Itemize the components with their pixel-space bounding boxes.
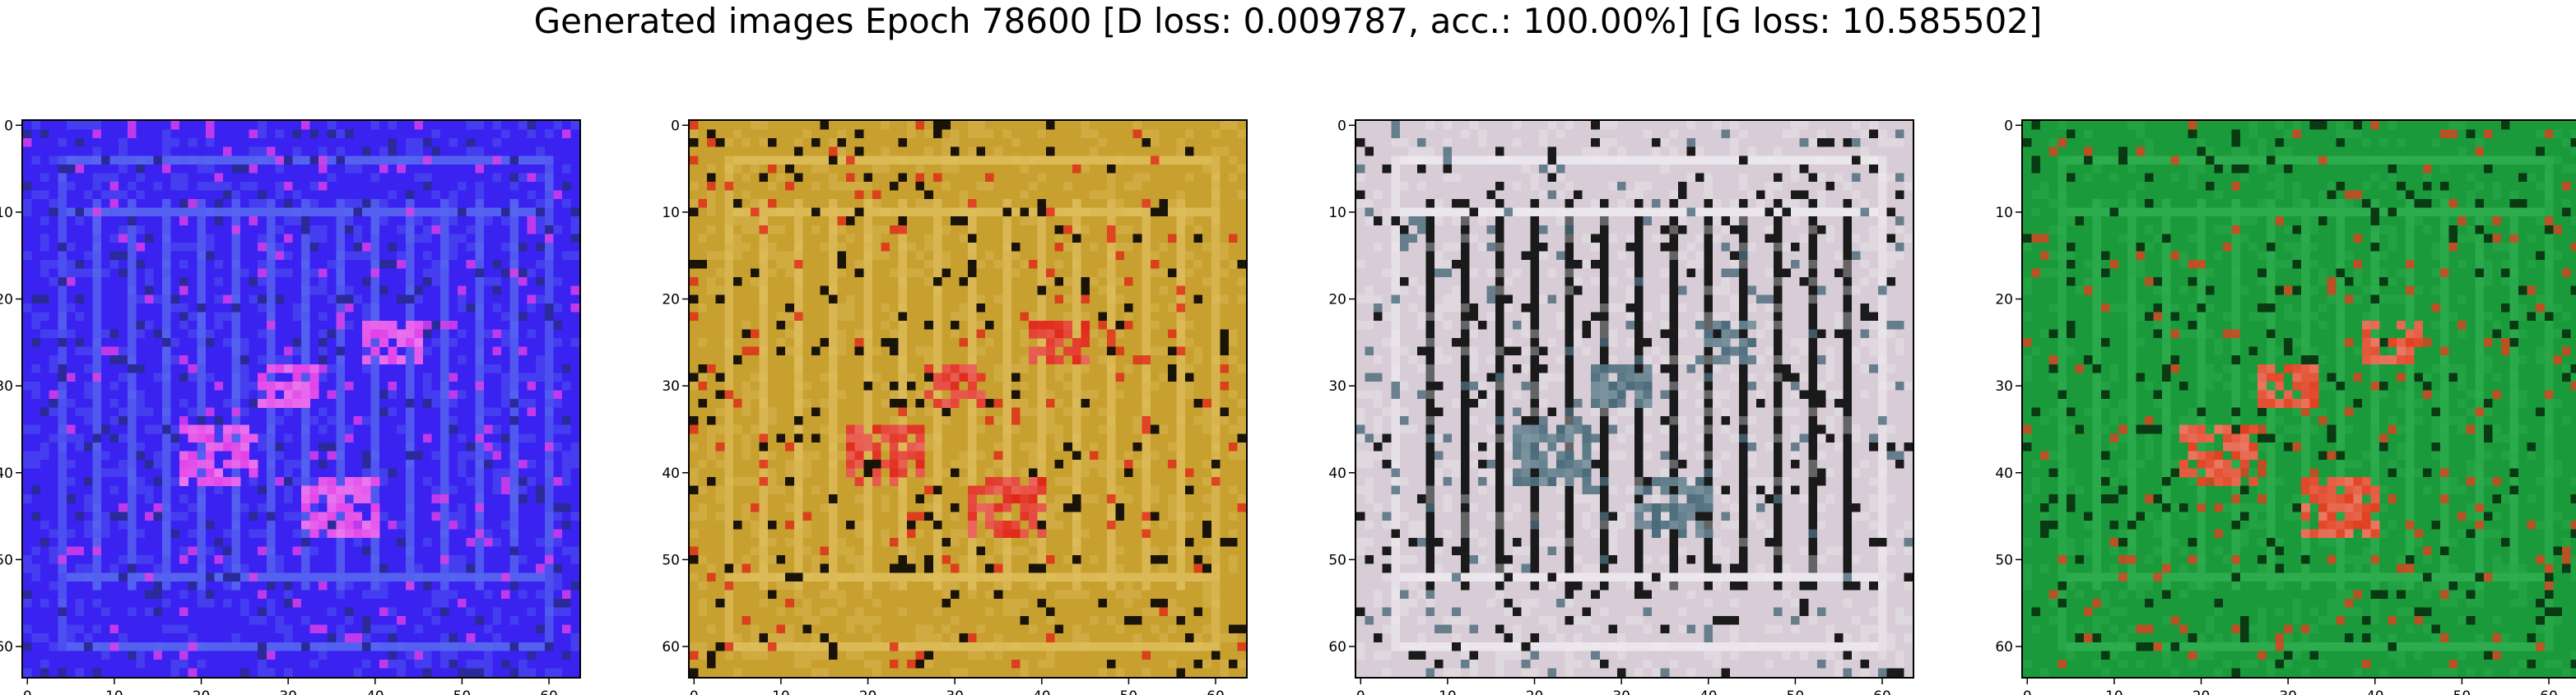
x-tick-label: 60 — [1873, 688, 1891, 695]
x-tick-label: 60 — [1207, 688, 1225, 695]
y-tick-label: 0 — [1337, 118, 1346, 134]
y-tick-label: 0 — [671, 118, 680, 134]
y-tick-label: 10 — [1995, 205, 2013, 221]
x-tick-label: 20 — [1526, 688, 1544, 695]
x-tick-label: 40 — [1700, 688, 1718, 695]
x-tick-label: 40 — [2366, 688, 2384, 695]
y-tick-label: 50 — [0, 552, 13, 568]
x-tick-label: 30 — [1612, 688, 1630, 695]
y-tick-label: 20 — [1328, 292, 1346, 308]
x-tick-label: 10 — [1439, 688, 1457, 695]
y-tick-label: 50 — [662, 552, 680, 568]
y-tick-label: 40 — [0, 466, 13, 482]
x-tick-label: 50 — [1120, 688, 1138, 695]
y-tick-label: 40 — [1995, 466, 2013, 482]
image-panel-3 — [1355, 119, 1914, 679]
x-tick-label: 10 — [2105, 688, 2123, 695]
x-tick-label: 0 — [2023, 688, 2032, 695]
y-tick-label: 60 — [0, 639, 13, 656]
y-tick-label: 20 — [1995, 292, 2013, 308]
x-tick-label: 30 — [946, 688, 964, 695]
y-tick-label: 30 — [662, 378, 680, 395]
y-tick-label: 60 — [1995, 639, 2013, 656]
x-tick-label: 50 — [453, 688, 472, 695]
figure-title: Generated images Epoch 78600 [D loss: 0.… — [533, 1, 2043, 41]
generated-image-2 — [690, 121, 1246, 677]
y-tick-label: 30 — [1995, 378, 2013, 395]
x-tick-label: 50 — [2453, 688, 2471, 695]
x-tick-label: 20 — [859, 688, 877, 695]
x-tick-label: 60 — [2540, 688, 2558, 695]
y-tick-label: 30 — [0, 378, 13, 395]
y-tick-label: 10 — [662, 205, 680, 221]
image-panel-4 — [2021, 119, 2576, 679]
generated-image-1 — [23, 121, 579, 677]
x-tick-label: 40 — [1033, 688, 1051, 695]
x-tick-label: 30 — [279, 688, 297, 695]
y-tick-label: 10 — [1328, 205, 1346, 221]
y-tick-label: 0 — [4, 118, 13, 134]
x-tick-label: 20 — [193, 688, 211, 695]
y-tick-label: 40 — [1328, 466, 1346, 482]
y-tick-label: 0 — [2004, 118, 2013, 134]
generated-image-4 — [2023, 121, 2576, 677]
x-tick-label: 60 — [540, 688, 558, 695]
x-tick-label: 50 — [1787, 688, 1805, 695]
y-tick-label: 20 — [0, 292, 13, 308]
x-tick-label: 10 — [105, 688, 123, 695]
generated-image-3 — [1356, 121, 1913, 677]
y-tick-label: 10 — [0, 205, 13, 221]
x-tick-label: 40 — [366, 688, 384, 695]
x-tick-label: 0 — [690, 688, 699, 695]
image-panel-2 — [688, 119, 1248, 679]
x-tick-label: 0 — [1356, 688, 1365, 695]
image-panel-1 — [21, 119, 581, 679]
y-tick-label: 30 — [1328, 378, 1346, 395]
x-tick-label: 30 — [2279, 688, 2297, 695]
y-tick-label: 60 — [662, 639, 680, 656]
y-tick-label: 20 — [662, 292, 680, 308]
y-tick-label: 50 — [1328, 552, 1346, 568]
x-tick-label: 0 — [23, 688, 32, 695]
x-tick-label: 10 — [772, 688, 790, 695]
x-tick-label: 20 — [2192, 688, 2211, 695]
y-tick-label: 50 — [1995, 552, 2013, 568]
y-tick-label: 60 — [1328, 639, 1346, 656]
y-tick-label: 40 — [662, 466, 680, 482]
